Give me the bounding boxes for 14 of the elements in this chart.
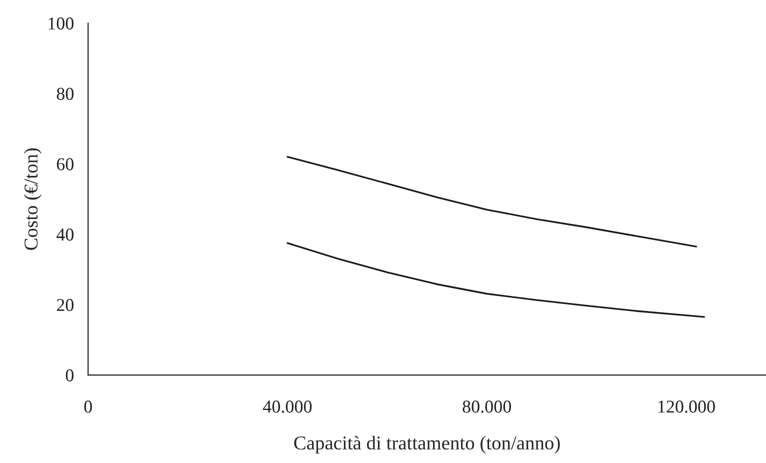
x-tick-label: 0 — [84, 400, 92, 413]
x-tick-label: 80.000 — [462, 400, 511, 413]
y-tick-label: 40 — [56, 228, 74, 241]
x-axis-title: Capacità di trattamento (ton/anno) — [294, 436, 560, 454]
y-tick-label: 80 — [56, 88, 74, 100]
y-axis-title: Costo (€/ton) — [24, 148, 42, 250]
x-tick-label: 120.000 — [658, 400, 715, 413]
y-tick-label: 20 — [56, 298, 74, 312]
x-tick-label: 40.000 — [263, 400, 312, 413]
y-tick-label: 100 — [48, 17, 74, 30]
line-series — [286, 242, 706, 318]
y-tick-label: 0 — [66, 369, 74, 382]
y-tick-label: 60 — [56, 158, 74, 170]
line-series — [286, 156, 698, 248]
